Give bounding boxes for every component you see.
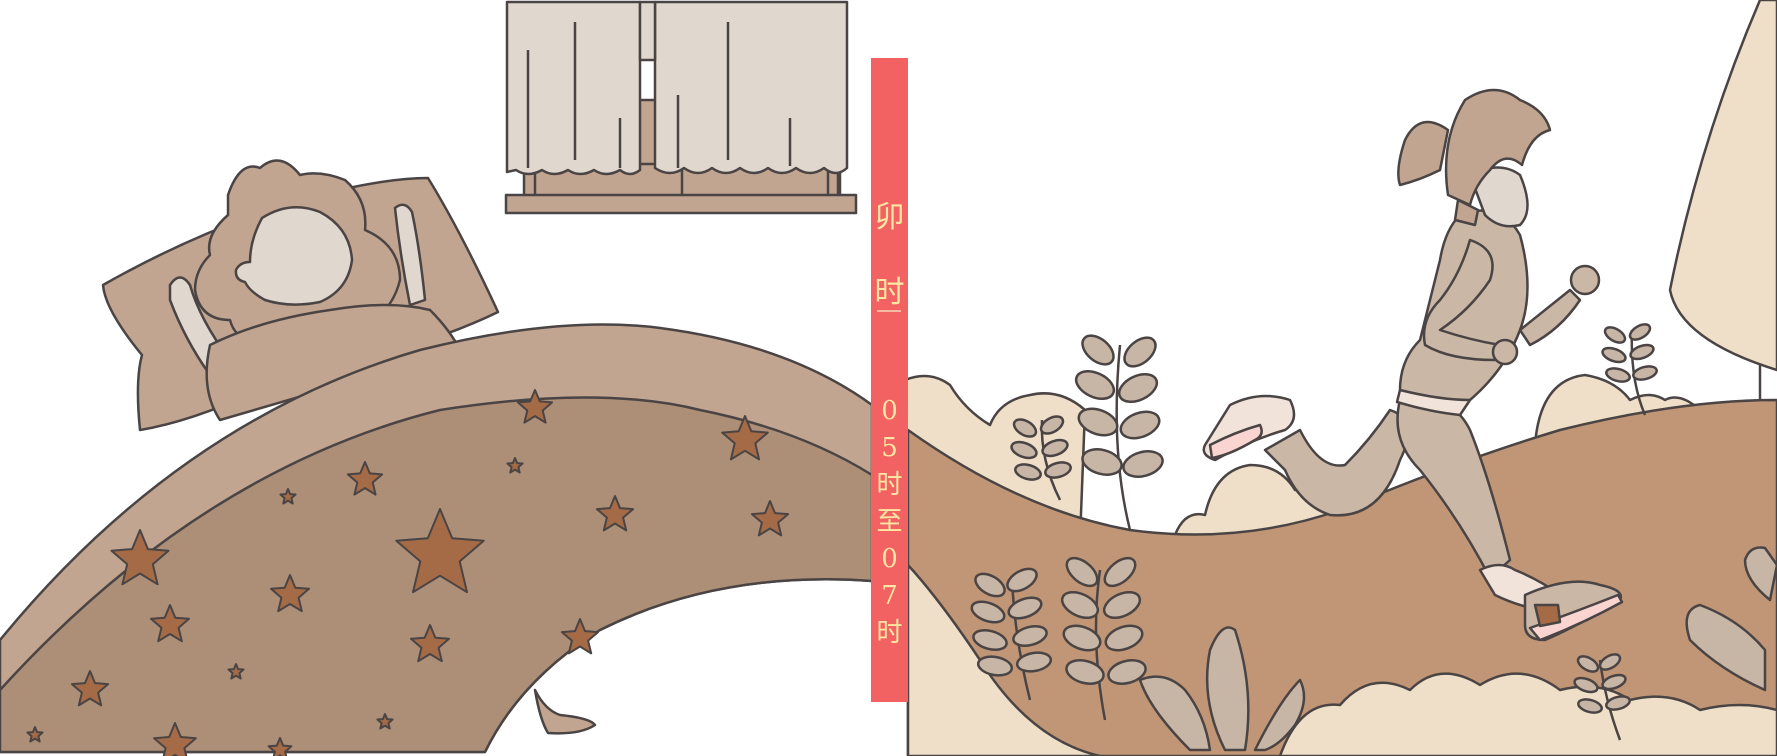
star-icon [516,389,554,424]
star-icon [395,508,485,594]
star-icon [110,529,170,586]
time-band: 卯 时 0 5 时 至 0 7 时 [871,58,908,702]
band-char: 至 [876,507,903,537]
star-icon [267,737,293,756]
plant-icon [970,323,1777,752]
band-char: 5 [881,433,898,463]
star-icon [595,495,635,532]
star-icon [279,488,297,505]
star-icon [26,726,44,743]
band-char: 时 [876,618,903,648]
window-curtain-icon [504,0,858,215]
band-label-mao: 卯 [874,200,905,235]
star-icon [153,722,197,756]
star-icon [70,670,110,707]
star-icon [150,604,190,643]
star-icon [750,500,790,537]
band-char: 0 [881,396,898,426]
star-icon [227,663,245,680]
star-icon [346,461,384,496]
star-icon [506,457,524,474]
star-icon [270,574,310,613]
band-label-shi: 时 [874,275,905,310]
star-icon [26,389,790,756]
star-icon [560,618,600,655]
sleeping-person-icon [101,159,500,432]
running-woman-icon [1202,88,1624,642]
band-char: 时 [876,470,903,500]
star-icon [721,415,769,461]
star-icon [376,713,394,730]
band-char: 7 [881,581,898,611]
band-char: 0 [881,544,898,574]
band-underline [877,310,901,312]
star-icon [410,624,450,663]
